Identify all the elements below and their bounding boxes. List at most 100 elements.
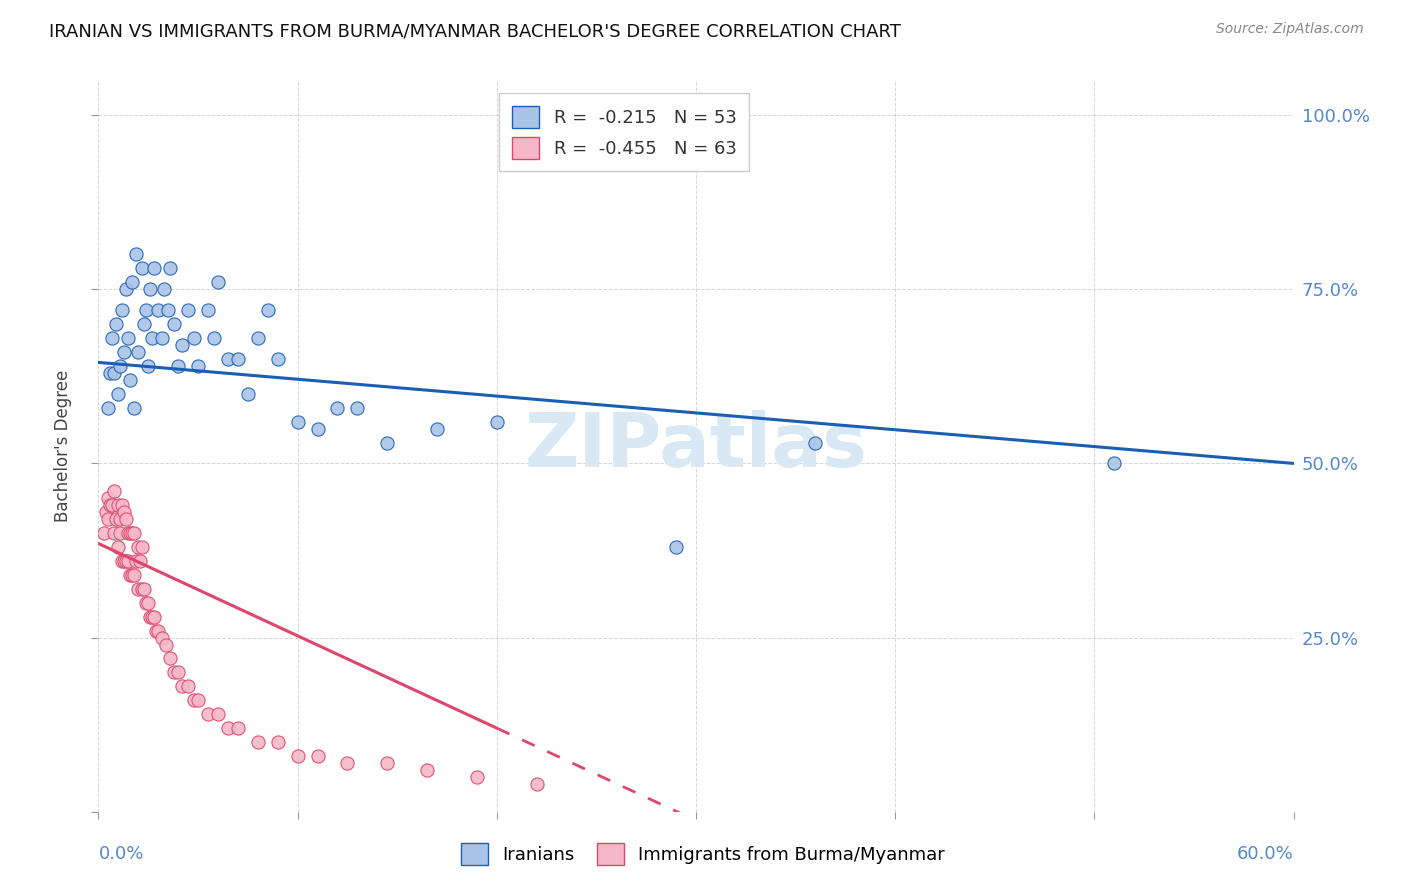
Point xyxy=(226,351,249,366)
Point xyxy=(141,331,163,345)
Point xyxy=(136,359,159,373)
Point xyxy=(287,749,309,764)
Point xyxy=(183,693,205,707)
Point xyxy=(163,665,186,680)
Point xyxy=(107,540,129,554)
Point xyxy=(125,247,148,261)
Point xyxy=(267,735,290,749)
Point xyxy=(172,338,194,352)
Point xyxy=(115,282,138,296)
Point xyxy=(98,366,122,380)
Point xyxy=(127,540,149,554)
Point xyxy=(120,526,142,541)
Text: ZIPatlas: ZIPatlas xyxy=(524,409,868,483)
Point xyxy=(226,721,249,735)
Point xyxy=(131,582,153,596)
Point xyxy=(120,567,142,582)
Point xyxy=(97,491,120,506)
Point xyxy=(375,435,398,450)
Point xyxy=(804,435,827,450)
Point xyxy=(187,693,209,707)
Point xyxy=(124,401,146,415)
Point xyxy=(115,554,138,568)
Text: Source: ZipAtlas.com: Source: ZipAtlas.com xyxy=(1216,22,1364,37)
Point xyxy=(236,386,259,401)
Point xyxy=(127,345,149,359)
Point xyxy=(135,596,157,610)
Point xyxy=(125,554,148,568)
Point xyxy=(110,512,132,526)
Point xyxy=(177,303,200,318)
Point xyxy=(143,261,166,276)
Legend: R =  -0.215   N = 53, R =  -0.455   N = 63: R = -0.215 N = 53, R = -0.455 N = 63 xyxy=(499,93,749,171)
Point xyxy=(485,415,508,429)
Point xyxy=(326,401,349,415)
Point xyxy=(202,331,225,345)
Point xyxy=(153,282,176,296)
Point xyxy=(111,554,134,568)
Point xyxy=(246,735,269,749)
Point xyxy=(159,261,181,276)
Point xyxy=(665,540,688,554)
Point xyxy=(97,512,120,526)
Point xyxy=(93,526,115,541)
Point xyxy=(117,554,139,568)
Point xyxy=(97,401,120,415)
Point xyxy=(148,303,170,318)
Point xyxy=(111,303,134,318)
Point xyxy=(207,707,229,722)
Point xyxy=(197,303,219,318)
Point xyxy=(124,526,146,541)
Point xyxy=(112,554,135,568)
Point xyxy=(103,366,125,380)
Point xyxy=(127,582,149,596)
Point xyxy=(121,275,143,289)
Point xyxy=(121,567,143,582)
Point xyxy=(135,303,157,318)
Point xyxy=(375,756,398,770)
Point xyxy=(131,540,153,554)
Point xyxy=(155,638,177,652)
Point xyxy=(217,721,239,735)
Point xyxy=(103,484,125,499)
Text: 60.0%: 60.0% xyxy=(1237,845,1294,863)
Point xyxy=(197,707,219,722)
Point xyxy=(167,359,190,373)
Point xyxy=(187,359,209,373)
Point xyxy=(1104,457,1126,471)
Point xyxy=(98,498,122,512)
Point xyxy=(139,609,162,624)
Point xyxy=(96,505,118,519)
Point xyxy=(110,526,132,541)
Text: 0.0%: 0.0% xyxy=(98,845,143,863)
Point xyxy=(307,421,329,435)
Legend: Iranians, Immigrants from Burma/Myanmar: Iranians, Immigrants from Burma/Myanmar xyxy=(454,836,952,872)
Point xyxy=(287,415,309,429)
Point xyxy=(120,373,142,387)
Point xyxy=(150,331,173,345)
Point xyxy=(107,386,129,401)
Point xyxy=(307,749,329,764)
Y-axis label: Bachelor's Degree: Bachelor's Degree xyxy=(53,370,72,522)
Point xyxy=(465,770,488,784)
Point xyxy=(159,651,181,665)
Point xyxy=(217,351,239,366)
Point xyxy=(183,331,205,345)
Point xyxy=(148,624,170,638)
Point xyxy=(129,554,152,568)
Point xyxy=(336,756,359,770)
Point xyxy=(112,505,135,519)
Point xyxy=(107,498,129,512)
Point xyxy=(131,261,153,276)
Point xyxy=(103,526,125,541)
Point xyxy=(143,609,166,624)
Point xyxy=(416,763,439,777)
Point xyxy=(145,624,167,638)
Point xyxy=(124,567,146,582)
Point xyxy=(177,679,200,693)
Point xyxy=(426,421,449,435)
Point xyxy=(105,317,128,331)
Point xyxy=(110,359,132,373)
Point xyxy=(167,665,190,680)
Point xyxy=(150,631,173,645)
